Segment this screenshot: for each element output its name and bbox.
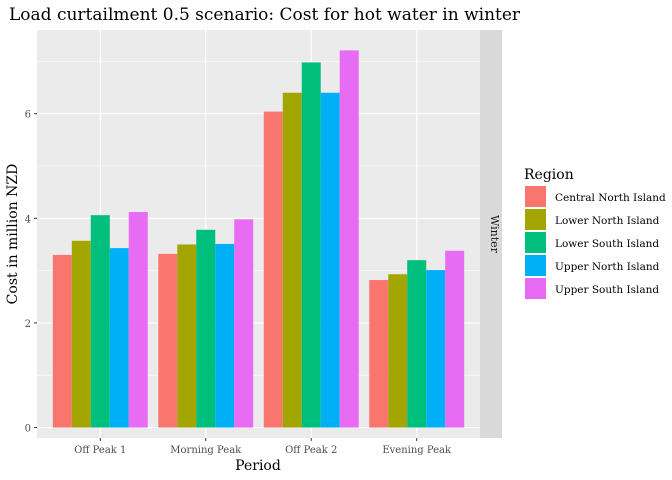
bar [320,92,340,428]
legend-label: Lower North Island [555,215,660,227]
x-tick-label: Off Peak 2 [285,445,337,456]
y-axis: 0 2 4 6 [25,110,37,435]
legend-key [525,278,546,299]
y-axis-title: Cost in million NZD [5,164,21,305]
bar [109,248,129,428]
legend-label: Central North Island [555,192,666,204]
bar [426,270,446,428]
bar [52,254,72,428]
x-axis: Off Peak 1 Morning Peak Off Peak 2 Evening … [74,438,452,456]
bar [445,250,465,428]
legend-label: Upper South Island [555,284,659,296]
bar [263,111,283,428]
legend-label: Lower South Island [555,238,659,250]
bar [177,244,197,428]
y-tick-label: 0 [25,424,31,435]
legend-label: Upper North Island [555,261,660,273]
bar [158,253,178,428]
bar [407,260,427,428]
bar [282,92,302,428]
x-tick-label: Morning Peak [170,445,242,456]
bar [388,274,408,428]
legend-key [525,186,546,207]
legend-key [525,255,546,276]
bar [128,212,148,428]
bar [196,229,216,428]
bars [52,50,465,428]
y-tick-label: 2 [25,319,31,330]
legend-key [525,209,546,230]
legend: Region Central North Island Lower North I… [524,167,666,299]
bar [71,240,91,428]
x-tick-label: Evening Peak [382,445,452,456]
chart-title: Load curtailment 0.5 scenario: Cost for … [9,5,521,25]
y-tick-label: 4 [25,214,31,225]
bar [215,243,235,428]
bar [234,219,254,428]
bar [339,50,359,428]
facet-label: Winter [488,215,501,254]
legend-title: Region [524,167,574,183]
x-tick-label: Off Peak 1 [74,445,126,456]
bar [301,62,321,428]
facet-strip [480,30,502,438]
legend-key [525,232,546,253]
bar [369,280,389,428]
bar [90,215,110,428]
x-axis-title: Period [235,458,281,474]
y-tick-label: 6 [25,110,31,121]
